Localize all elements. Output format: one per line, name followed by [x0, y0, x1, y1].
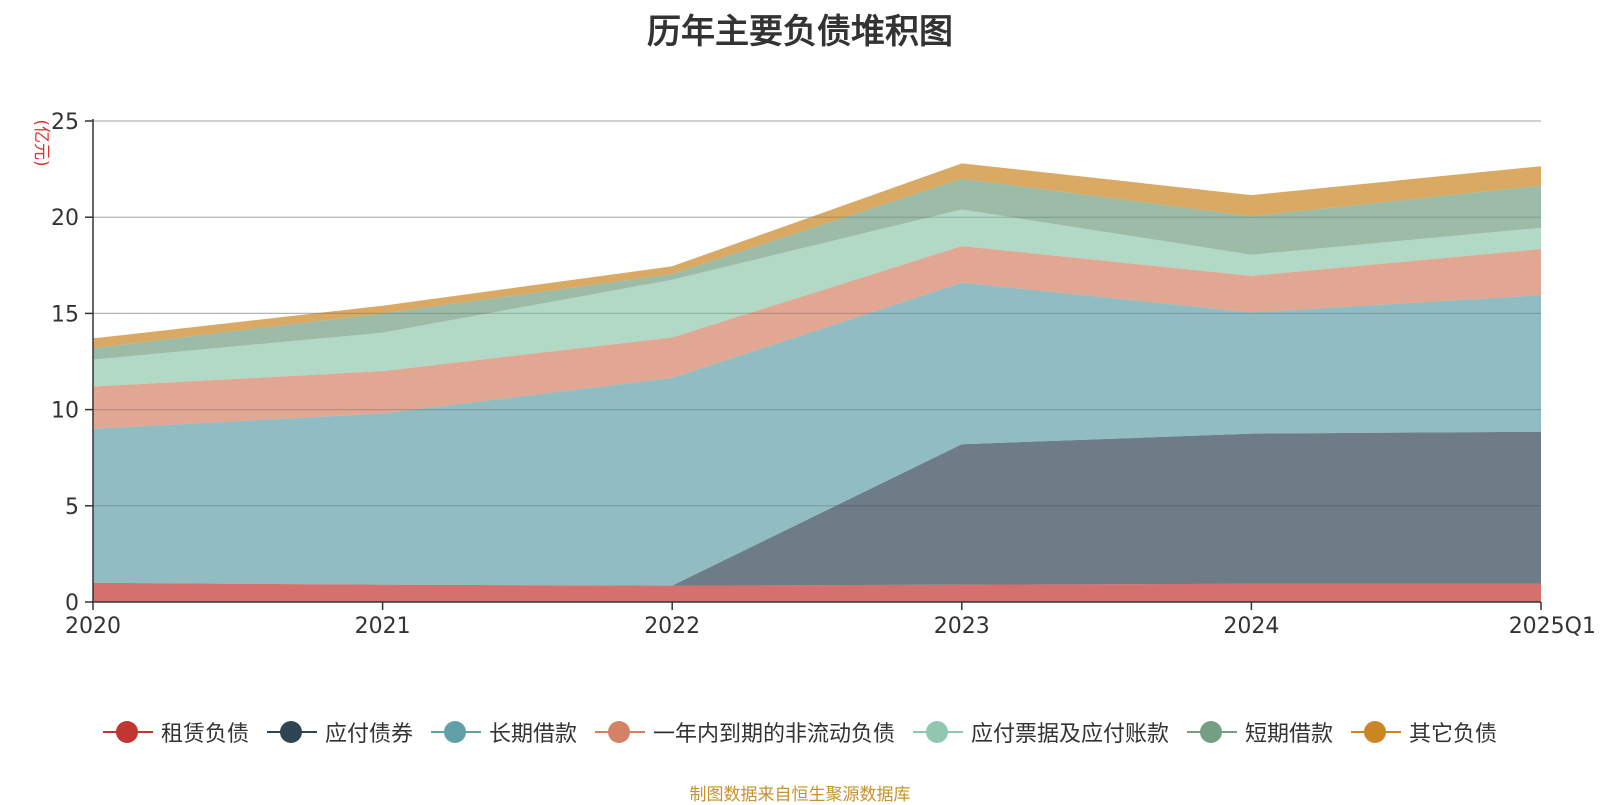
y-tick-label: 20	[51, 206, 79, 231]
x-tick-label: 2023	[934, 614, 990, 639]
y-tick-label: 25	[51, 110, 79, 135]
area-series-2	[93, 431, 1541, 586]
x-tick-label: 2022	[644, 614, 700, 639]
legend-label: 其它负债	[1409, 722, 1498, 747]
area-layer	[93, 120, 1541, 602]
legend-marker	[1351, 720, 1402, 744]
legend-item-4[interactable]: 一年内到期的非流动负债	[594, 716, 895, 748]
y-tick-label: 5	[65, 495, 79, 520]
area-series-7	[93, 163, 1541, 349]
legend-item-1[interactable]: 租赁负债	[102, 716, 249, 748]
legend-dot	[443, 721, 466, 743]
legend-marker	[913, 720, 963, 744]
legend-dot	[926, 721, 948, 743]
legend-marker	[430, 720, 481, 744]
legend-marker	[102, 720, 153, 744]
area-series-6	[93, 178, 1541, 360]
legend-label: 长期借款	[488, 722, 577, 747]
y-tick-label: 15	[51, 302, 79, 327]
area-series-4	[93, 246, 1541, 429]
legend: 租赁负债 应付债券 长期借款 一年内到期的非流动负债 应付票据及应付账款 短期借款 其它负债	[0, 716, 1600, 748]
legend-label: 短期借款	[1245, 722, 1334, 747]
legend-item-5[interactable]: 应付票据及应付账款	[913, 716, 1169, 748]
legend-marker	[1187, 720, 1238, 744]
area-series-3	[93, 282, 1541, 586]
legend-item-7[interactable]: 其它负债	[1351, 716, 1497, 748]
y-axis-label: (亿元)	[31, 119, 51, 166]
y-tick-label: 0	[65, 591, 79, 616]
legend-item-2[interactable]: 应付债券	[266, 716, 413, 748]
legend-item-3[interactable]: 长期借款	[430, 716, 577, 748]
legend-label: 应付票据及应付账款	[971, 722, 1170, 747]
area-series-1	[93, 582, 1541, 602]
x-tick-label: 2021	[355, 614, 411, 639]
legend-dot	[279, 721, 302, 743]
y-tick-label: 10	[51, 399, 79, 424]
area-series-5	[93, 209, 1541, 387]
x-tick-label: 2024	[1223, 614, 1279, 639]
legend-label: 租赁负债	[160, 722, 249, 747]
legend-item-6[interactable]: 短期借款	[1187, 716, 1333, 748]
legend-marker	[266, 720, 317, 744]
legend-dot	[607, 721, 630, 743]
legend-dot	[115, 721, 138, 743]
legend-dot	[1200, 721, 1223, 743]
axis-layer: 0 5 10 15 20 25 2020 2021 2022 2023 2024 2025Q1	[51, 110, 1596, 639]
x-tick-label: 2020	[65, 614, 121, 639]
x-tick-label: 2025Q1	[1509, 614, 1596, 639]
legend-label: 应付债券	[324, 722, 413, 747]
chart-title: 历年主要负债堆积图	[647, 12, 953, 52]
legend-dot	[1364, 721, 1387, 743]
legend-marker	[594, 720, 645, 744]
legend-label: 一年内到期的非流动负债	[652, 722, 895, 747]
source-note: 制图数据来自恒生聚源数据库	[689, 785, 911, 805]
